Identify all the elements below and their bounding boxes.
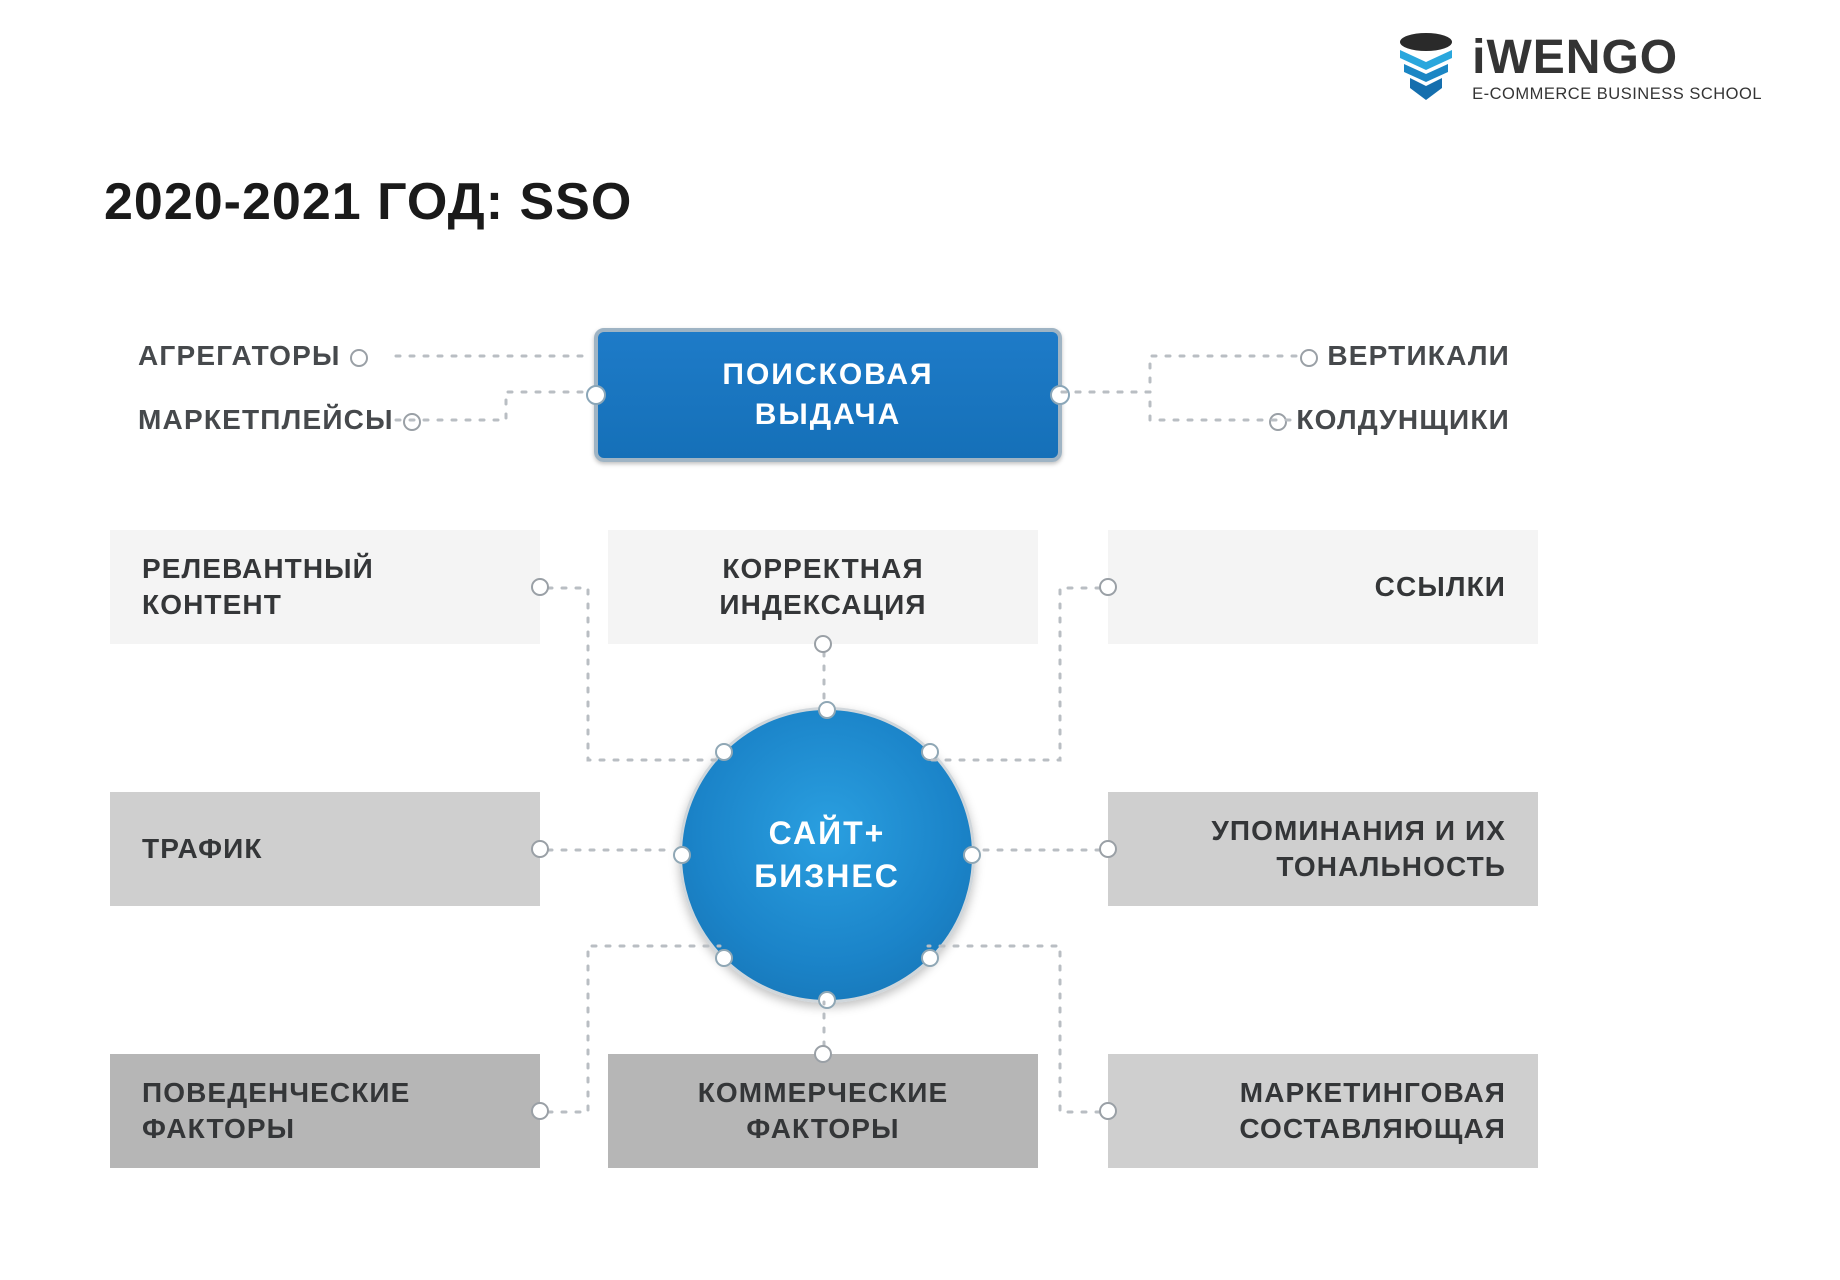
connector-dot-icon <box>531 578 549 596</box>
connector-dot-icon <box>531 840 549 858</box>
connector-dot-icon <box>1050 385 1070 405</box>
connector-dot-icon <box>1269 413 1287 431</box>
page-title: 2020-2021 ГОД: SSO <box>104 172 632 232</box>
connector-dot-icon <box>1300 349 1318 367</box>
connector-dot-icon <box>963 846 981 864</box>
connector-dot-icon <box>531 1102 549 1120</box>
factor-box-traffic: ТРАФИК <box>110 792 540 906</box>
factor-box-links: ССЫЛКИ <box>1108 530 1538 644</box>
top-label-aggregators: АГРЕГАТОРЫ <box>138 340 368 372</box>
node-search-results: ПОИСКОВАЯВЫДАЧА <box>594 328 1062 462</box>
connector-dot-icon <box>814 1045 832 1063</box>
connector-dot-icon <box>818 701 836 719</box>
connector-dot-icon <box>814 635 832 653</box>
logo-subtitle: E-COMMERCE BUSINESS SCHOOL <box>1472 86 1762 103</box>
logo-title: iWENGO <box>1472 34 1762 82</box>
factor-box-relevant: РЕЛЕВАНТНЫЙ КОНТЕНТ <box>110 530 540 644</box>
connector-dot-icon <box>921 949 939 967</box>
logo-mark-icon <box>1394 32 1458 104</box>
node-site-business: САЙТ+БИЗНЕС <box>679 707 975 1003</box>
top-label-verticals: ВЕРТИКАЛИ <box>1300 340 1510 372</box>
connector-dot-icon <box>715 743 733 761</box>
connector-dot-icon <box>350 349 368 367</box>
connector-dot-icon <box>818 991 836 1009</box>
connector-dot-icon <box>1099 1102 1117 1120</box>
connector-dot-icon <box>921 743 939 761</box>
factor-box-marketing: МАРКЕТИНГОВАЯ СОСТАВЛЯЮЩАЯ <box>1108 1054 1538 1168</box>
factor-box-commercial: КОММЕРЧЕСКИЕ ФАКТОРЫ <box>608 1054 1038 1168</box>
connector-dot-icon <box>1099 578 1117 596</box>
factor-box-mentions: УПОМИНАНИЯ И ИХ ТОНАЛЬНОСТЬ <box>1108 792 1538 906</box>
brand-logo: iWENGO E-COMMERCE BUSINESS SCHOOL <box>1394 32 1762 104</box>
connector-dot-icon <box>673 846 691 864</box>
connector-dot-icon <box>586 385 606 405</box>
connector-dot-icon <box>715 949 733 967</box>
top-label-marketplaces: МАРКЕТПЛЕЙСЫ <box>138 404 421 436</box>
factor-box-index: КОРРЕКТНАЯ ИНДЕКСАЦИЯ <box>608 530 1038 644</box>
top-label-wizards: КОЛДУНЩИКИ <box>1269 404 1510 436</box>
connector-dot-icon <box>1099 840 1117 858</box>
factor-box-behavior: ПОВЕДЕНЧЕСКИЕ ФАКТОРЫ <box>110 1054 540 1168</box>
connector-dot-icon <box>403 413 421 431</box>
